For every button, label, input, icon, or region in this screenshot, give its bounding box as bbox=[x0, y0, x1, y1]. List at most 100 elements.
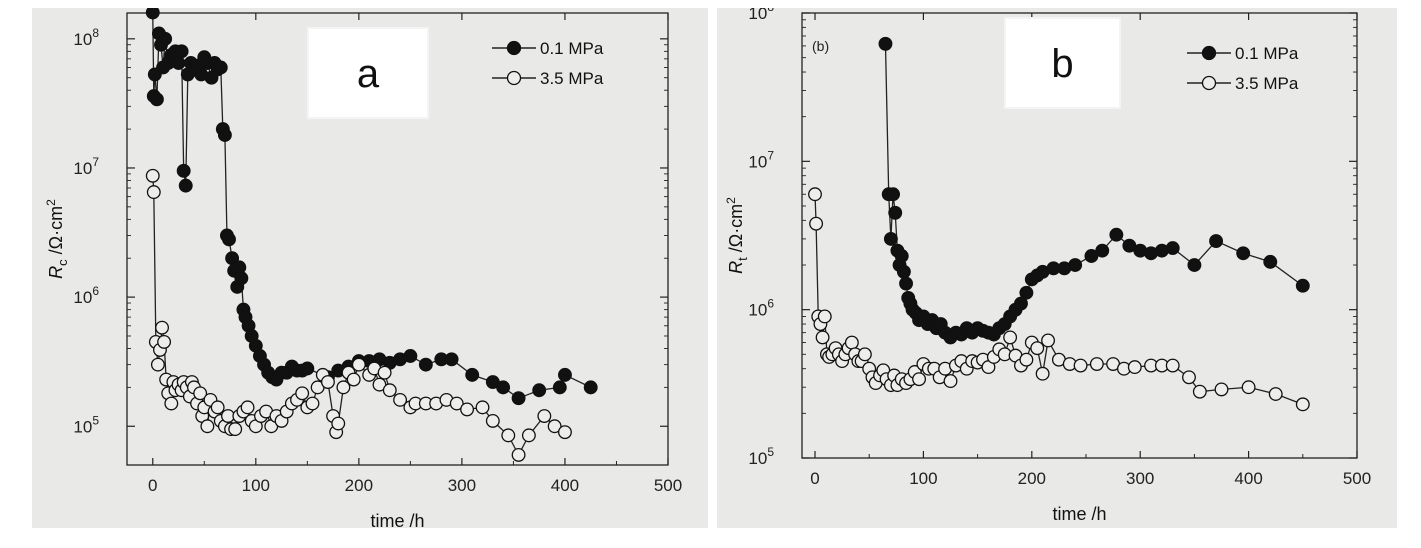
data-point bbox=[295, 386, 310, 401]
x-tick-label: 500 bbox=[1343, 469, 1371, 488]
data-point bbox=[532, 383, 547, 398]
data-point bbox=[150, 357, 165, 372]
y-tick-exponent: 7 bbox=[767, 148, 774, 162]
data-point bbox=[1268, 387, 1283, 401]
panel-letter: a bbox=[357, 52, 380, 96]
data-point bbox=[444, 352, 459, 367]
x-tick-label: 100 bbox=[242, 476, 270, 495]
y-tick-exponent: 7 bbox=[92, 155, 99, 169]
data-point bbox=[240, 400, 255, 415]
panel-tag: (b) bbox=[812, 38, 829, 54]
data-point bbox=[178, 178, 193, 193]
data-point bbox=[460, 402, 475, 417]
legend-label: 0.1 MPa bbox=[1235, 44, 1299, 63]
data-point bbox=[346, 372, 361, 387]
panel-letter: b bbox=[1051, 42, 1073, 86]
legend: 0.1 MPa 3.5 MPa bbox=[492, 39, 604, 88]
data-point bbox=[475, 400, 490, 415]
y-tick-base: 10 bbox=[748, 449, 767, 468]
data-point bbox=[878, 36, 893, 51]
data-point bbox=[808, 187, 822, 202]
y-tick-exponent: 5 bbox=[92, 413, 99, 427]
data-point bbox=[1089, 357, 1104, 371]
y-axis-title-sup: 2 bbox=[44, 199, 58, 206]
y-axis-title-sub: c bbox=[55, 259, 70, 266]
x-axis-ticks: 0 100 200 300 400 500 bbox=[810, 13, 1371, 488]
x-axis-ticks: 0 100 200 300 400 500 bbox=[148, 13, 682, 495]
y-tick-base: 10 bbox=[73, 30, 92, 49]
data-point bbox=[496, 380, 511, 395]
panel-letter-box bbox=[1004, 17, 1121, 109]
y-tick-base: 10 bbox=[73, 159, 92, 178]
data-point bbox=[886, 187, 901, 202]
y-tick-base: 10 bbox=[73, 417, 92, 436]
data-point bbox=[1187, 258, 1202, 272]
data-point bbox=[501, 428, 516, 443]
data-point bbox=[217, 128, 232, 142]
data-point bbox=[1019, 285, 1034, 300]
data-point bbox=[157, 334, 172, 349]
y-tick-exponent: 6 bbox=[92, 284, 99, 298]
y-tick-label: 107 bbox=[73, 155, 99, 178]
data-point bbox=[1236, 246, 1251, 261]
data-point bbox=[155, 320, 169, 335]
data-point bbox=[912, 372, 927, 387]
data-point bbox=[1084, 249, 1099, 263]
data-point bbox=[888, 205, 903, 220]
data-point bbox=[558, 425, 572, 440]
y-tick-label: 105 bbox=[748, 445, 774, 468]
y-axis-title-sub: t bbox=[735, 257, 750, 261]
x-tick-label: 100 bbox=[909, 469, 937, 488]
x-tick-label: 500 bbox=[654, 476, 682, 495]
x-tick-label: 200 bbox=[1018, 469, 1046, 488]
data-point bbox=[1263, 254, 1278, 269]
legend-marker bbox=[1201, 75, 1217, 91]
data-point bbox=[320, 375, 335, 389]
data-point bbox=[1073, 358, 1088, 373]
data-point bbox=[943, 374, 958, 389]
x-tick-label: 400 bbox=[1234, 469, 1262, 488]
data-point bbox=[809, 216, 824, 231]
data-point bbox=[1127, 360, 1142, 375]
series-open bbox=[808, 187, 1310, 412]
y-tick-exponent: 8 bbox=[767, 8, 774, 14]
data-point bbox=[176, 163, 191, 178]
data-point bbox=[403, 349, 418, 363]
y-tick-exponent: 6 bbox=[767, 297, 774, 311]
data-point bbox=[511, 447, 526, 462]
data-point bbox=[164, 396, 179, 411]
data-point bbox=[857, 347, 872, 362]
y-tick-label: 107 bbox=[748, 148, 774, 171]
data-point bbox=[1214, 382, 1229, 397]
x-tick-label: 300 bbox=[1126, 469, 1154, 488]
data-point bbox=[305, 396, 320, 411]
data-point bbox=[899, 276, 914, 291]
x-axis-title: time /h bbox=[370, 511, 424, 528]
data-point bbox=[883, 231, 898, 246]
data-point bbox=[1165, 358, 1180, 373]
data-point bbox=[171, 56, 186, 70]
data-point bbox=[552, 380, 567, 395]
data-point bbox=[1109, 227, 1124, 242]
data-point bbox=[521, 428, 536, 443]
y-tick-label: 108 bbox=[73, 26, 99, 49]
plot-frame bbox=[126, 12, 669, 466]
y-axis-title: Rc /Ω·cm2 bbox=[44, 199, 70, 279]
series-filled bbox=[145, 8, 598, 406]
data-point bbox=[331, 416, 346, 431]
data-point bbox=[1095, 243, 1110, 258]
data-point bbox=[511, 391, 526, 406]
data-point bbox=[213, 60, 228, 75]
y-axis-title-unit: /Ω·cm bbox=[726, 204, 746, 257]
y-axis-title-main: R bbox=[726, 261, 746, 274]
data-point bbox=[1295, 397, 1310, 412]
data-point bbox=[174, 44, 189, 59]
data-point bbox=[1019, 352, 1034, 367]
data-point bbox=[158, 31, 173, 46]
data-point bbox=[894, 249, 909, 263]
data-point bbox=[465, 367, 480, 382]
